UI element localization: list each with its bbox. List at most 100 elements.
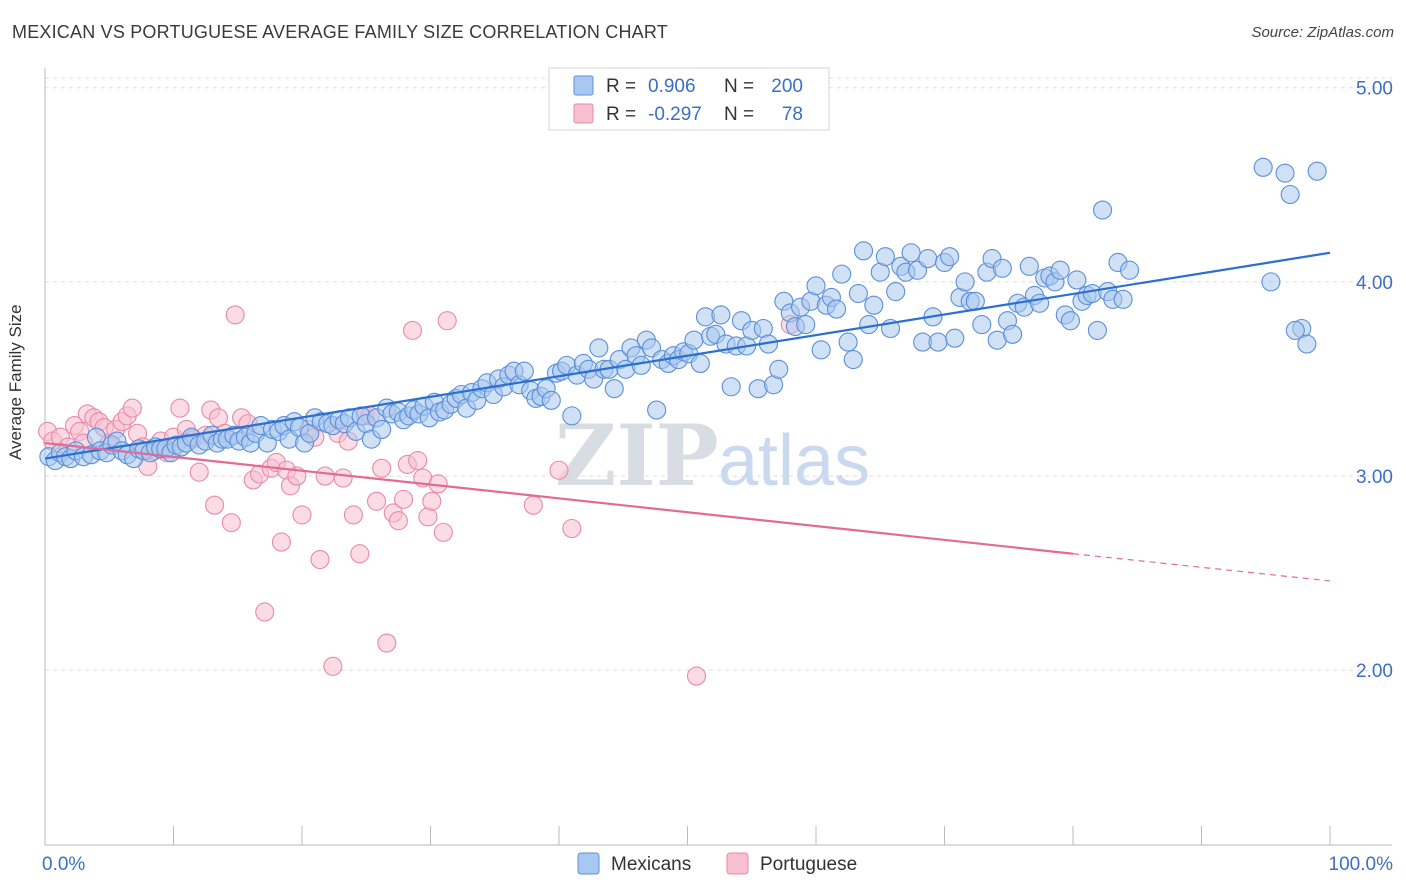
point-mexicans — [1253, 157, 1273, 177]
source-label: Source: ZipAtlas.com — [1251, 24, 1394, 41]
point-mexicans — [1050, 260, 1070, 280]
series-mexicans — [39, 157, 1327, 471]
x-tick-label-left: 0.0% — [42, 854, 85, 875]
point-mexicans — [838, 332, 858, 352]
point-mexicans — [541, 390, 561, 410]
point-mexicans — [690, 353, 710, 373]
point-mexicans — [1297, 334, 1317, 354]
point-mexicans — [972, 315, 992, 335]
point-mexicans — [1285, 320, 1305, 340]
point-mexicans — [843, 350, 863, 370]
trendline-extension-portuguese — [1072, 553, 1331, 582]
stats-legend: R = 0.906 N = 200 R = -0.297 N = 78 — [548, 67, 830, 131]
point-portuguese — [122, 398, 142, 418]
point-mexicans — [589, 338, 609, 358]
point-portuguese — [523, 495, 543, 515]
n-label: N = — [724, 104, 754, 125]
r-value: 0.906 — [648, 76, 696, 97]
point-mexicans — [886, 282, 906, 302]
point-portuguese — [366, 491, 387, 511]
point-mexicans — [832, 264, 852, 284]
point-mexicans — [853, 241, 874, 261]
point-mexicans — [562, 406, 582, 426]
point-portuguese — [549, 460, 569, 480]
point-mexicans — [992, 258, 1012, 278]
r-label: R = — [606, 104, 636, 125]
point-portuguese — [333, 468, 353, 488]
point-mexicans — [1119, 260, 1140, 280]
n-value: 200 — [771, 76, 803, 97]
point-portuguese — [310, 550, 330, 570]
point-mexicans — [796, 315, 816, 335]
point-portuguese — [221, 513, 241, 533]
point-portuguese — [225, 305, 245, 325]
point-mexicans — [827, 299, 847, 319]
point-mexicans — [955, 272, 975, 292]
point-portuguese — [205, 495, 225, 515]
point-mexicans — [848, 283, 868, 304]
point-mexicans — [631, 355, 651, 375]
point-mexicans — [1280, 184, 1300, 205]
point-mexicans — [918, 249, 938, 269]
y-tick-label: 4.00 — [1356, 273, 1393, 294]
point-portuguese — [408, 450, 428, 471]
point-portuguese — [562, 518, 582, 539]
point-mexicans — [1113, 289, 1133, 309]
point-mexicans — [1307, 161, 1327, 181]
point-portuguese — [170, 398, 190, 418]
point-mexicans — [647, 400, 667, 420]
stats-legend-box — [548, 67, 830, 131]
point-portuguese — [388, 511, 408, 531]
point-portuguese — [433, 522, 453, 542]
chart-title: MEXICAN VS PORTUGUESE AVERAGE FAMILY SIZ… — [12, 22, 668, 42]
point-mexicans — [945, 328, 965, 348]
point-portuguese — [292, 505, 312, 525]
point-portuguese — [418, 507, 438, 527]
r-label: R = — [606, 76, 636, 97]
y-tick-label: 2.00 — [1356, 661, 1393, 682]
point-mexicans — [811, 340, 831, 360]
point-mexicans — [372, 419, 392, 440]
point-mexicans — [604, 379, 624, 399]
series-legend: Mexicans Portuguese — [577, 852, 857, 875]
legend-swatch-mexicans — [577, 852, 600, 875]
point-mexicans — [864, 295, 884, 315]
point-portuguese — [402, 320, 423, 340]
point-mexicans — [875, 247, 895, 267]
x-tick-label-right: 100.0% — [1329, 854, 1394, 875]
y-tick-label: 3.00 — [1356, 467, 1393, 488]
point-portuguese — [686, 666, 707, 686]
point-mexicans — [1030, 293, 1050, 313]
point-mexicans — [1087, 320, 1107, 340]
point-portuguese — [343, 505, 363, 525]
r-value: -0.297 — [648, 104, 702, 125]
point-portuguese — [315, 466, 335, 486]
point-mexicans — [684, 330, 704, 350]
legend-label-portuguese: Portuguese — [760, 854, 857, 875]
y-tick-label: 5.00 — [1356, 79, 1393, 100]
point-mexicans — [711, 305, 731, 325]
point-portuguese — [377, 633, 397, 653]
point-mexicans — [514, 361, 534, 381]
trendline-portuguese — [44, 441, 1074, 555]
point-mexicans — [721, 377, 741, 397]
point-mexicans — [806, 276, 826, 296]
legend-swatch-portuguese — [726, 852, 749, 875]
watermark-zip: ZIP — [555, 406, 719, 505]
point-mexicans — [1275, 163, 1295, 183]
point-mexicans — [1067, 270, 1087, 290]
point-mexicans — [940, 247, 960, 267]
watermark-atlas: atlas — [718, 421, 870, 501]
point-portuguese — [350, 544, 370, 564]
legend-swatch-portuguese — [573, 103, 594, 124]
point-portuguese — [189, 462, 209, 482]
point-mexicans — [1093, 200, 1113, 220]
point-portuguese — [422, 491, 442, 511]
point-mexicans — [1060, 311, 1080, 331]
legend-label-mexicans: Mexicans — [611, 854, 691, 875]
point-portuguese — [393, 489, 414, 509]
point-portuguese — [323, 656, 343, 676]
legend-swatch-mexicans — [573, 75, 594, 96]
point-portuguese — [255, 602, 275, 622]
